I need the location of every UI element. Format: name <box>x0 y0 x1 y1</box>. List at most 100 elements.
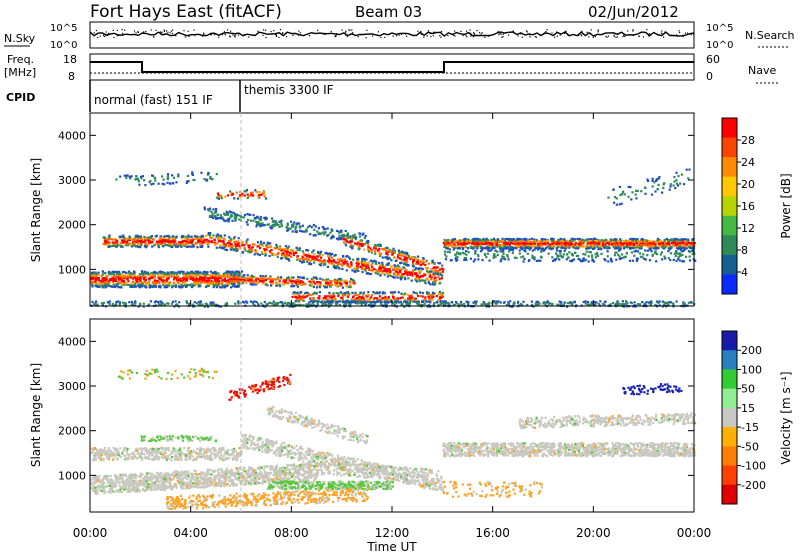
echo-cell <box>122 239 125 242</box>
echo-cell <box>186 277 189 280</box>
echo-cell <box>301 261 304 264</box>
echo-cell <box>231 270 234 273</box>
echo-cell <box>324 231 327 234</box>
nsearch-point <box>366 29 368 31</box>
echo-cell <box>464 256 468 260</box>
echo-cell <box>225 213 228 216</box>
echo-cell <box>443 253 447 256</box>
echo-cell <box>271 253 274 257</box>
echo-cell <box>333 263 336 266</box>
echo-cell <box>428 296 431 299</box>
echo-cell <box>251 246 254 249</box>
echo-cell <box>560 246 563 249</box>
echo-cell <box>175 272 178 275</box>
echo-cell <box>390 259 393 262</box>
echo-cell <box>263 216 266 219</box>
echo-cell <box>231 245 234 248</box>
echo-cell <box>108 280 111 283</box>
echo-cell <box>325 281 328 285</box>
echo-cell <box>440 296 443 300</box>
echo-cell <box>114 275 117 278</box>
nsearch-point <box>472 36 475 38</box>
echo-cell <box>452 238 455 241</box>
echo-cell <box>355 266 358 269</box>
echo-cell <box>137 245 140 249</box>
echo-cell <box>450 241 453 244</box>
echo-cell <box>539 242 543 245</box>
echo-cell <box>96 277 99 280</box>
nsearch-point <box>453 34 455 36</box>
echo-cell <box>141 175 144 178</box>
echo-cell <box>116 244 119 247</box>
echo-cell <box>133 242 136 245</box>
echo-cell <box>600 239 603 242</box>
echo-cell <box>689 247 692 250</box>
nsearch-point <box>194 35 196 37</box>
echo-cell <box>229 237 232 241</box>
echo-cell <box>682 241 685 244</box>
nave-label: Nave <box>748 64 776 77</box>
echo-cell <box>440 294 443 297</box>
echo-cell <box>161 182 164 185</box>
echo-cell <box>158 281 161 284</box>
echo-cell <box>160 279 163 282</box>
echo-cell <box>628 238 631 241</box>
echo-cell <box>680 248 683 252</box>
echo-cell <box>354 298 357 301</box>
echo-cell <box>674 187 677 190</box>
echo-cell <box>145 236 148 240</box>
echo-cell <box>491 243 494 246</box>
echo-cell <box>687 250 691 253</box>
echo-cell <box>539 247 542 250</box>
echo-cell <box>185 274 188 278</box>
echo-cell <box>241 244 244 247</box>
echo-cell <box>185 181 188 184</box>
echo-cell <box>268 250 271 253</box>
echo-cell <box>290 277 293 281</box>
echo-cell <box>162 178 165 181</box>
echo-cell <box>346 233 349 237</box>
echo-cell <box>128 236 131 239</box>
echo-cell <box>403 267 406 270</box>
echo-cell <box>624 255 627 258</box>
echo-cell <box>485 237 488 240</box>
echo-cell <box>435 270 439 273</box>
freq-trace <box>90 61 694 73</box>
echo-cell <box>564 243 567 246</box>
echo-cell <box>420 260 423 263</box>
echo-cell <box>148 242 151 245</box>
echo-cell <box>528 245 531 249</box>
echo-cell <box>108 241 111 244</box>
echo-cell <box>302 276 305 279</box>
echo-cell <box>685 238 688 241</box>
echo-cell <box>298 249 301 252</box>
echo-cell <box>212 217 215 220</box>
echo-cell <box>228 218 231 221</box>
echo-cell <box>280 224 283 228</box>
echo-cell <box>243 194 246 197</box>
echo-cell <box>456 239 459 242</box>
echo-cell <box>618 244 621 247</box>
nsearch-point <box>454 30 456 32</box>
echo-cell <box>211 178 214 181</box>
echo-cell <box>506 255 509 258</box>
echo-cell <box>237 240 240 243</box>
nsky-tick-lo: 10^0 <box>50 40 77 51</box>
echo-cell <box>605 238 608 241</box>
echo-cell <box>177 175 180 178</box>
echo-cell <box>344 260 347 263</box>
echo-cell <box>148 239 151 242</box>
echo-cell <box>311 251 314 254</box>
nsearch-point <box>452 33 454 35</box>
echo-cell <box>171 284 174 287</box>
echo-cell <box>597 240 601 243</box>
echo-cell <box>172 271 175 274</box>
echo-cell <box>639 244 643 247</box>
nsearch-point <box>423 36 425 38</box>
echo-cell <box>246 274 249 277</box>
echo-cell <box>496 253 499 257</box>
echo-cell <box>415 292 418 295</box>
echo-cell <box>601 240 604 243</box>
echo-cell <box>332 265 335 268</box>
echo-cell <box>205 238 209 241</box>
